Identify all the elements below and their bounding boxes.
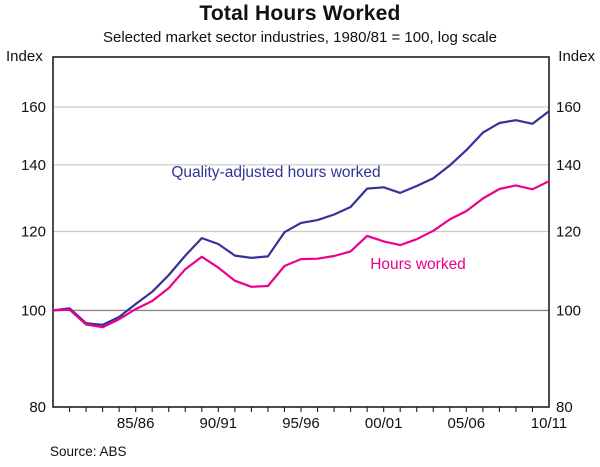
chart-title: Total Hours Worked: [199, 2, 401, 25]
series-label-annotation: Hours worked: [370, 256, 466, 273]
source-note: Source: ABS: [50, 444, 127, 459]
y-axis-label-right: 100: [556, 302, 581, 319]
x-axis-label: 95/96: [282, 415, 320, 432]
series-line-hours-worked: [51, 180, 551, 329]
x-axis-label: 00/01: [365, 415, 403, 432]
y-axis-unit-left: Index: [6, 48, 43, 65]
series-line-quality-adjusted-hours-worked: [51, 110, 551, 326]
y-axis-label-right: 140: [556, 157, 581, 174]
y-axis-label-right: 160: [556, 99, 581, 116]
y-axis-unit-right: Index: [558, 48, 595, 65]
y-axis-label-left: 140: [21, 157, 46, 174]
y-axis-label-left: 160: [21, 99, 46, 116]
chart-subtitle: Selected market sector industries, 1980/…: [103, 29, 497, 46]
series-label-annotation: Quality-adjusted hours worked: [171, 164, 380, 181]
y-axis-label-left: 100: [21, 302, 46, 319]
x-axis-label: 90/91: [200, 415, 238, 432]
x-axis-label: 05/06: [448, 415, 486, 432]
y-axis-label-left: 80: [29, 399, 46, 416]
x-axis-label: 10/11: [531, 415, 567, 432]
y-axis-label-right: 80: [556, 399, 573, 416]
y-axis-label-left: 120: [21, 224, 46, 241]
x-axis-label: 85/86: [117, 415, 155, 432]
y-axis-label-right: 120: [556, 224, 581, 241]
